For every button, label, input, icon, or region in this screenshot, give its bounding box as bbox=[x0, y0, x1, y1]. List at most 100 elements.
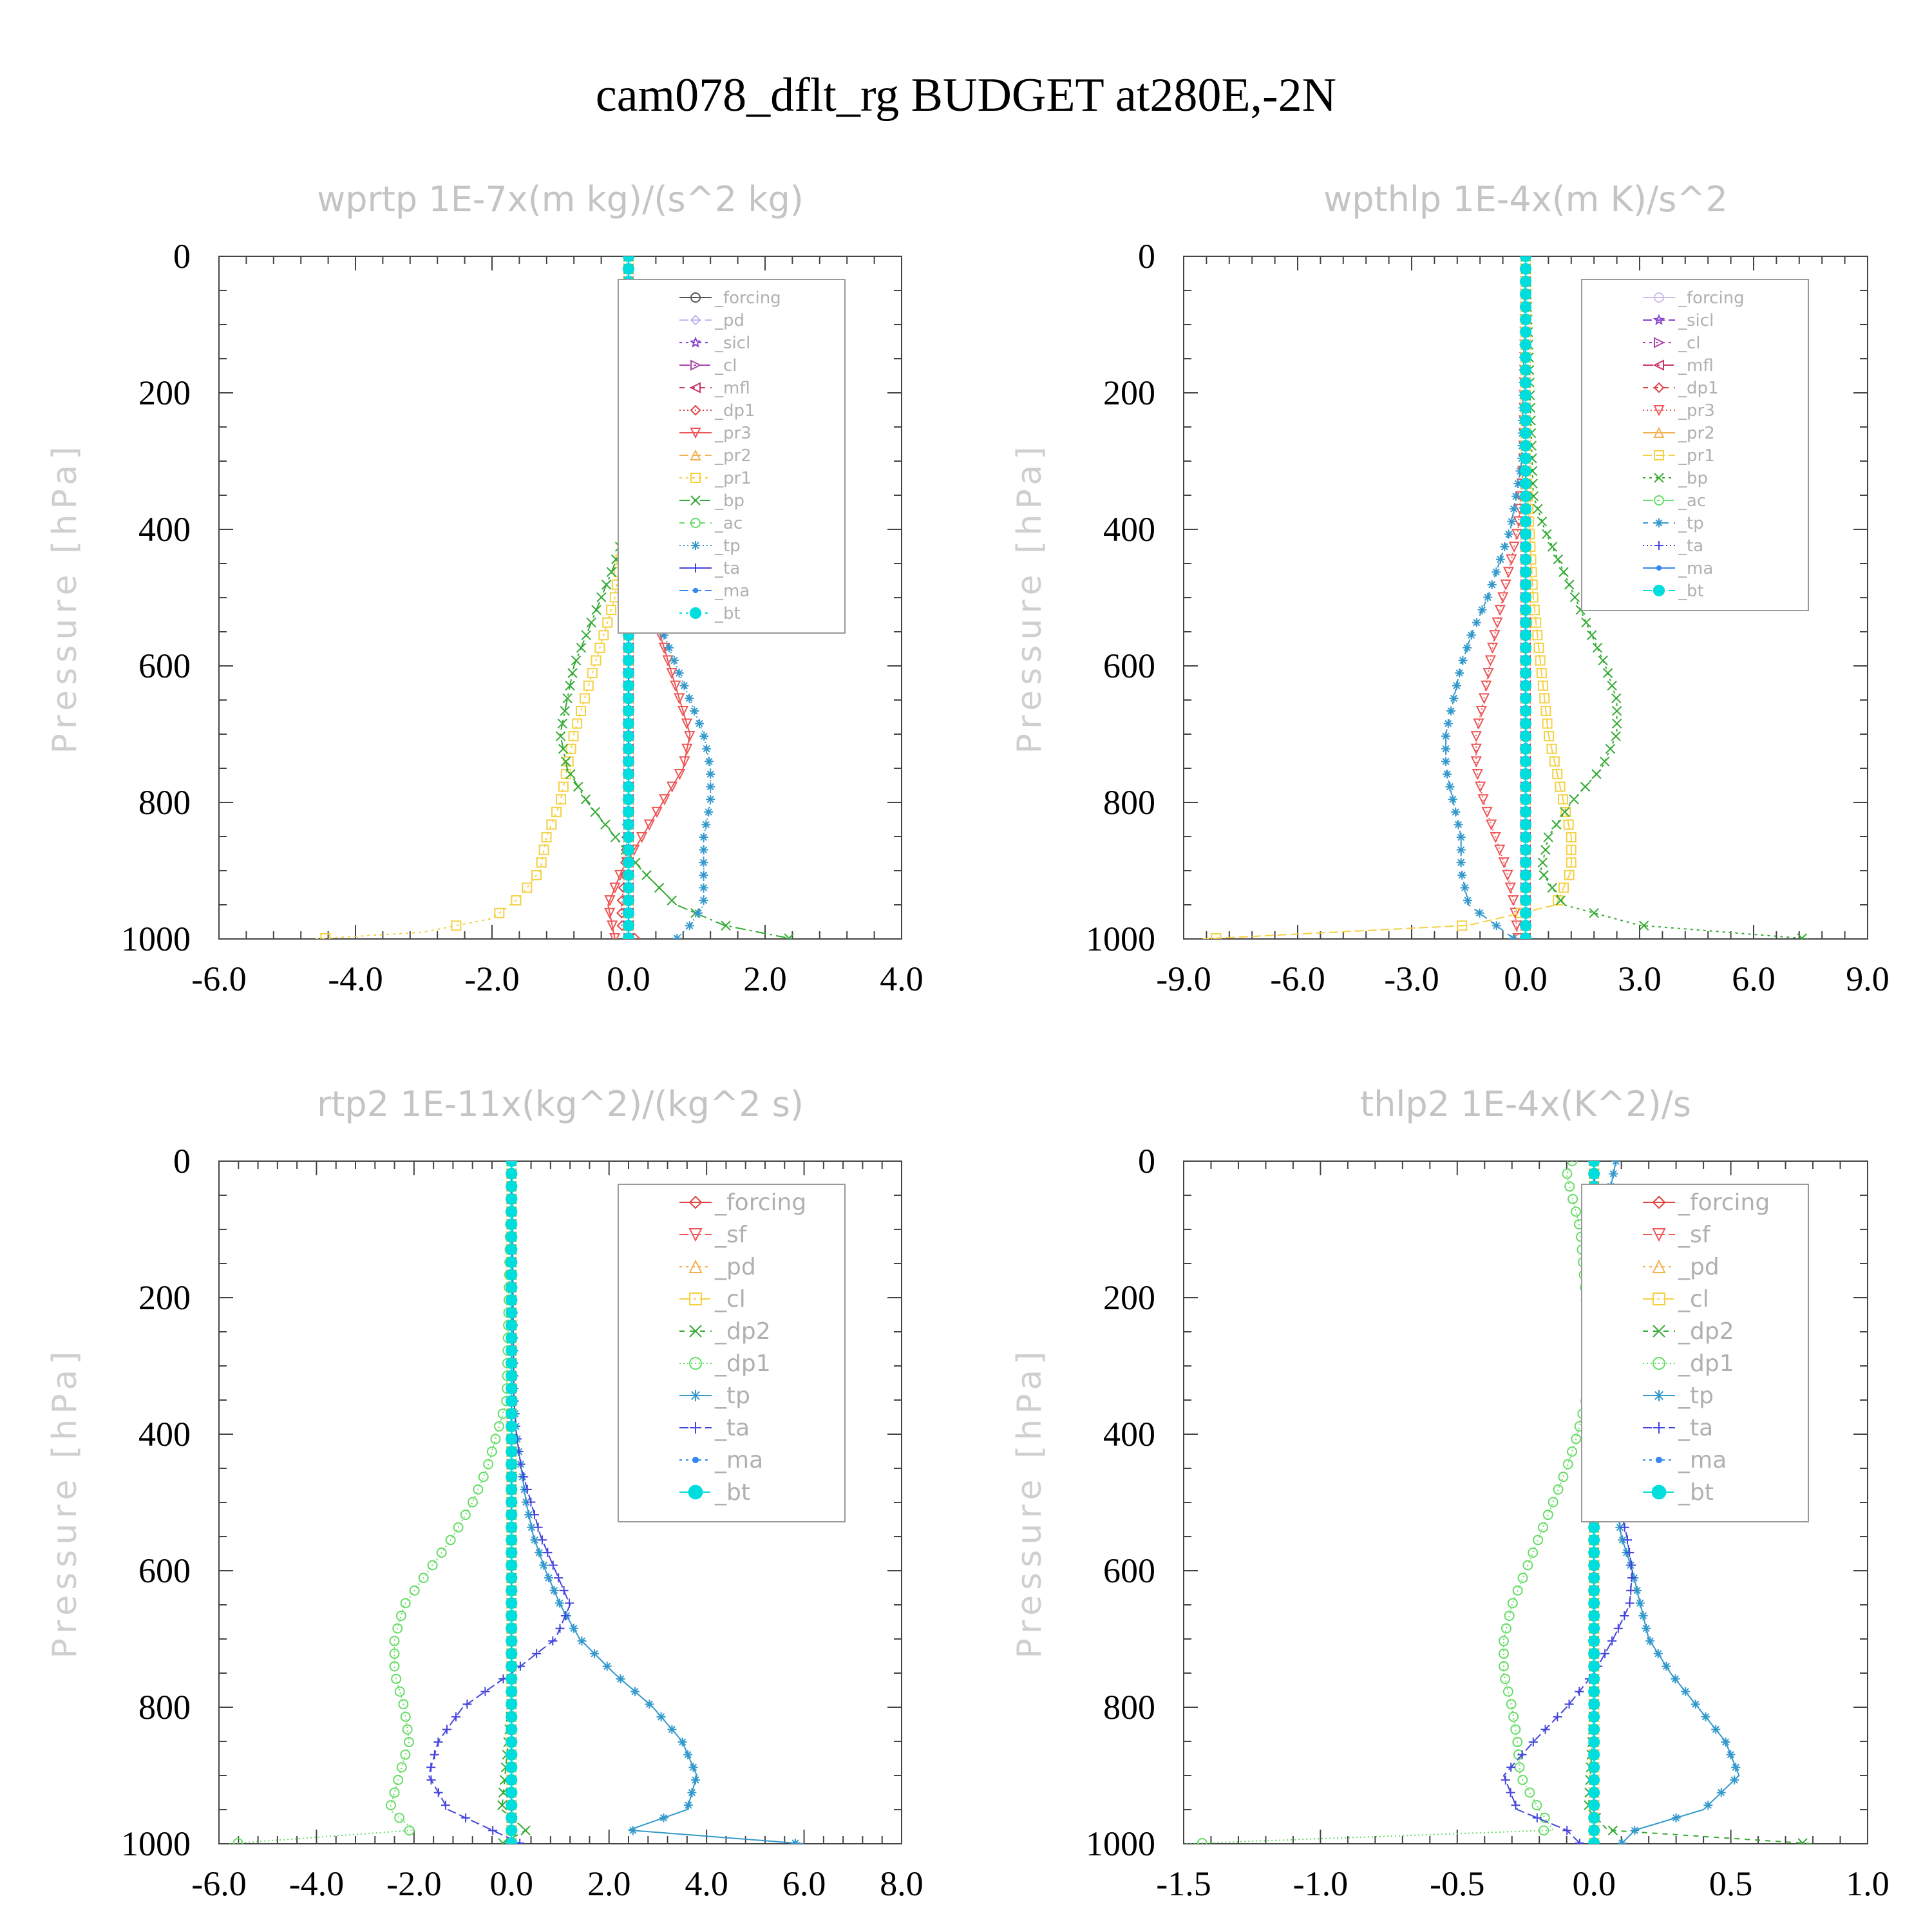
legend-label: _ta bbox=[714, 1415, 750, 1441]
data-point bbox=[1492, 921, 1501, 931]
data-point bbox=[1721, 1738, 1730, 1747]
data-point bbox=[1506, 1763, 1516, 1772]
legend-label: _sf bbox=[714, 1222, 748, 1248]
legend-marker bbox=[690, 1422, 701, 1434]
data-point bbox=[643, 819, 655, 831]
series-line bbox=[314, 256, 629, 939]
data-point bbox=[1519, 263, 1532, 275]
legend-marker bbox=[1652, 1259, 1666, 1273]
legend-marker bbox=[688, 1259, 703, 1273]
data-point bbox=[1633, 1586, 1642, 1595]
x-tick-label: -1.5 bbox=[1156, 1864, 1211, 1903]
data-point bbox=[699, 870, 708, 880]
data-point bbox=[607, 920, 618, 932]
legend-entry: _ma bbox=[1643, 559, 1713, 578]
data-point bbox=[554, 1598, 564, 1608]
data-point bbox=[1509, 504, 1519, 514]
data-point bbox=[1519, 301, 1532, 313]
data-point bbox=[706, 795, 715, 804]
legend-entry: _bt bbox=[679, 604, 741, 623]
data-point bbox=[1571, 1434, 1582, 1444]
legend-entry: _forcing bbox=[1643, 1189, 1770, 1216]
data-point bbox=[1457, 870, 1467, 880]
data-point bbox=[622, 256, 635, 263]
legend-label: _forcing bbox=[714, 289, 781, 308]
data-point bbox=[400, 1749, 411, 1760]
data-point bbox=[400, 1711, 411, 1722]
data-point bbox=[1546, 743, 1557, 754]
data-point bbox=[565, 743, 576, 754]
data-point bbox=[1588, 1812, 1600, 1824]
data-point bbox=[1519, 768, 1532, 781]
data-point bbox=[1448, 795, 1457, 804]
legend-entry: _bp bbox=[1643, 469, 1708, 488]
data-point bbox=[1560, 807, 1570, 817]
data-point bbox=[1571, 1206, 1582, 1217]
data-point bbox=[554, 1573, 564, 1583]
legend-entry: _dp2 bbox=[1643, 1318, 1734, 1345]
data-point bbox=[1575, 1838, 1584, 1844]
data-point bbox=[506, 1282, 518, 1294]
legend-entry: _bt bbox=[679, 1479, 750, 1506]
data-point bbox=[546, 819, 557, 830]
legend-label: _sf bbox=[1678, 1222, 1711, 1248]
data-point bbox=[1506, 1788, 1515, 1797]
data-point bbox=[559, 1586, 569, 1595]
data-point bbox=[674, 769, 686, 781]
data-point bbox=[641, 870, 652, 880]
data-point bbox=[1588, 1534, 1600, 1546]
legend-label: _ac bbox=[1678, 491, 1706, 511]
x-tick-label: 1.0 bbox=[1846, 1864, 1889, 1903]
data-point bbox=[1487, 642, 1499, 654]
data-point bbox=[433, 1788, 443, 1797]
data-point bbox=[1588, 1168, 1600, 1180]
legend-entry: _forcing bbox=[679, 1189, 806, 1216]
legend-entry: _pr2 bbox=[679, 446, 752, 466]
data-point bbox=[1532, 630, 1543, 641]
legend-marker bbox=[1651, 1484, 1667, 1500]
legend-entry: _ta bbox=[679, 559, 740, 578]
data-point bbox=[565, 681, 575, 691]
data-point bbox=[1588, 1672, 1600, 1685]
data-point bbox=[591, 605, 601, 615]
legend-marker bbox=[1654, 292, 1664, 303]
data-point bbox=[1519, 314, 1532, 326]
data-point bbox=[1499, 1636, 1510, 1647]
x-tick-label: 8.0 bbox=[880, 1864, 923, 1903]
data-point bbox=[1508, 542, 1520, 553]
data-point bbox=[1532, 1813, 1542, 1823]
data-point bbox=[1731, 1763, 1741, 1772]
data-point bbox=[1519, 256, 1532, 263]
legend-marker bbox=[1653, 314, 1665, 325]
data-point bbox=[622, 907, 635, 919]
data-point bbox=[706, 770, 715, 779]
data-point bbox=[1567, 1446, 1578, 1457]
legend-label: _dp1 bbox=[714, 1350, 771, 1377]
data-point bbox=[519, 1472, 529, 1482]
data-point bbox=[1519, 528, 1532, 540]
data-point bbox=[1475, 781, 1486, 793]
data-point bbox=[555, 794, 566, 805]
data-point bbox=[1588, 1837, 1600, 1844]
data-point bbox=[1588, 1622, 1600, 1634]
data-point bbox=[506, 1509, 518, 1521]
series-line bbox=[559, 256, 793, 939]
data-point bbox=[1463, 643, 1472, 652]
x-tick-label: 2.0 bbox=[587, 1864, 631, 1903]
data-point bbox=[1519, 490, 1532, 502]
data-point bbox=[533, 1522, 543, 1532]
data-point bbox=[1543, 832, 1553, 842]
data-point bbox=[1605, 744, 1616, 754]
data-point bbox=[1588, 1546, 1600, 1558]
data-point bbox=[1539, 1825, 1549, 1836]
data-point bbox=[1519, 465, 1532, 477]
data-point bbox=[483, 1459, 494, 1470]
data-point bbox=[543, 1548, 553, 1557]
y-tick-label: 600 bbox=[138, 647, 191, 685]
data-point bbox=[506, 1161, 518, 1168]
data-point bbox=[1500, 542, 1510, 552]
data-point bbox=[394, 1686, 405, 1697]
data-point bbox=[1470, 756, 1482, 768]
legend-marker bbox=[692, 1456, 699, 1464]
data-point bbox=[1519, 288, 1532, 300]
